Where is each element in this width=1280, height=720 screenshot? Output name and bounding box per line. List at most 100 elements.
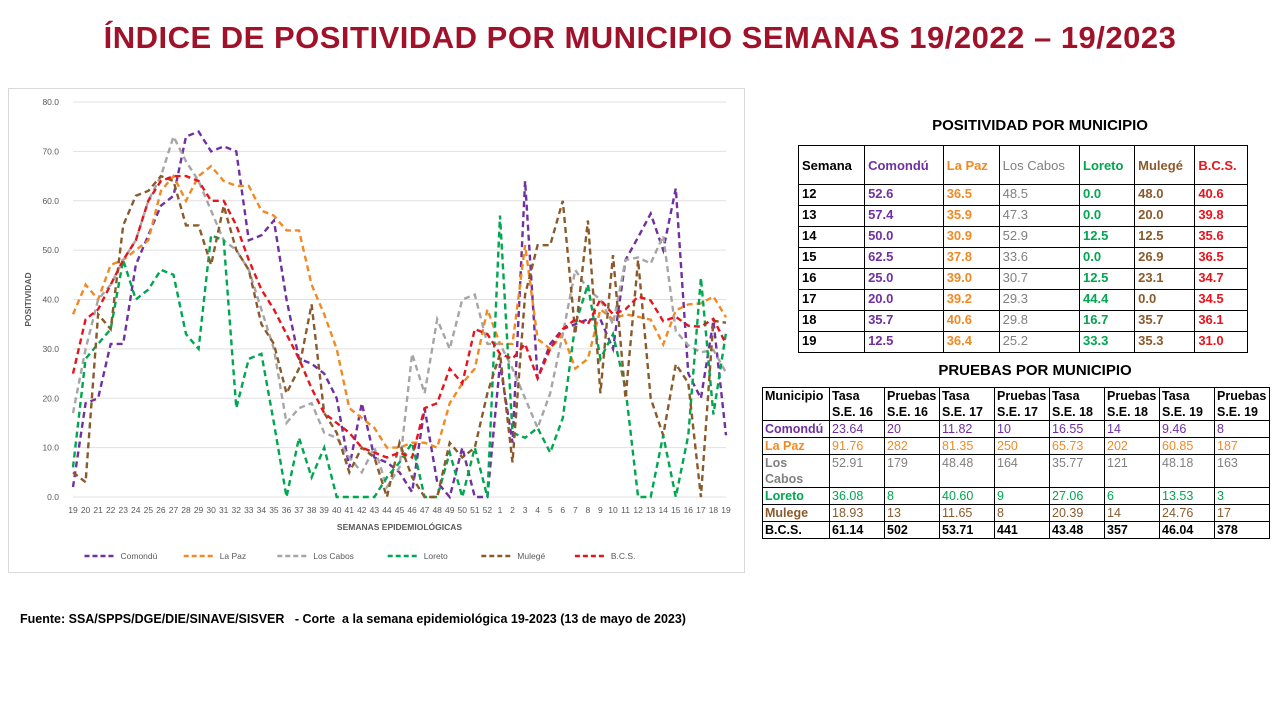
y-tick-label: 80.0 <box>42 97 59 107</box>
table-cell: 12.5 <box>864 331 944 353</box>
y-tick-label: 10.0 <box>42 443 59 453</box>
x-tick-label: 42 <box>357 505 367 515</box>
table-cell: 33.3 <box>1079 331 1136 353</box>
table-cell: 502 <box>884 521 940 539</box>
x-tick-label: 12 <box>633 505 643 515</box>
table-cell: 8 <box>884 487 940 505</box>
x-tick-label: 31 <box>219 505 229 515</box>
table-title: POSITIVIDAD POR MUNICIPIO <box>932 117 1148 134</box>
table-cell: 35.3 <box>1134 331 1196 353</box>
legend-label: Mulegé <box>517 551 545 561</box>
table-cell: Los Cabos <box>762 454 830 488</box>
table-cell: 8 <box>1214 420 1270 438</box>
x-tick-label: 9 <box>598 505 603 515</box>
table-cell: 40.6 <box>1194 184 1248 206</box>
table-cell: 20.0 <box>864 289 944 311</box>
table-cell: 52.6 <box>864 184 944 206</box>
table-cell: 12.5 <box>1079 226 1136 248</box>
table-cell: 44.4 <box>1079 289 1136 311</box>
table-cell: Tasa S.E. 18 <box>1049 387 1105 421</box>
table-cell: 43.48 <box>1049 521 1105 539</box>
table-cell: 6 <box>1104 487 1160 505</box>
x-tick-label: 11 <box>621 505 630 515</box>
table-row: 19 12.5 36.4 25.2 33.3 35.3 31.0 <box>797 331 1248 353</box>
legend-label: Los Cabos <box>313 551 354 561</box>
table-row: 15 62.5 37.8 33.6 0.0 26.9 36.5 <box>797 247 1248 269</box>
table-cell: Tasa S.E. 17 <box>939 387 995 421</box>
series-line <box>71 174 728 460</box>
table-cell: 23.64 <box>829 420 885 438</box>
table-row: 16 25.0 39.0 30.7 12.5 23.1 34.7 <box>797 268 1248 290</box>
table-cell: 14 <box>1104 420 1160 438</box>
positivity-table: Semana Comondú La Paz Los Cabos Loreto Mulegé… <box>797 145 1248 353</box>
table-cell: 62.5 <box>864 247 944 269</box>
table-cell: 35.7 <box>864 310 944 332</box>
series-line <box>71 215 728 502</box>
table-cell: 37.8 <box>942 247 1000 269</box>
table-cell: 441 <box>994 521 1050 539</box>
y-tick-label: 0.0 <box>47 492 59 502</box>
table-cell: La Paz <box>762 437 830 455</box>
x-tick-label: 24 <box>131 505 141 515</box>
x-tick-label: 43 <box>370 505 380 515</box>
table-cell: 39.0 <box>942 268 1000 290</box>
table-cell: Pruebas S.E. 19 <box>1214 387 1270 421</box>
x-axis-title: SEMANAS EPIDEMIOLÓGICAS <box>337 521 462 532</box>
table-cell: 47.3 <box>998 205 1081 227</box>
table-cell: 282 <box>884 437 940 455</box>
table-cell: 0.0 <box>1079 184 1136 206</box>
legend-label: La Paz <box>220 551 246 561</box>
x-tick-label: 18 <box>709 505 719 515</box>
table-cell: 8 <box>994 504 1050 522</box>
x-tick-label: 48 <box>432 505 442 515</box>
chart: 0.010.020.030.040.050.060.070.080.019 20 2… <box>8 88 745 573</box>
table-cell: 48.5 <box>998 184 1081 206</box>
x-tick-label: 52 <box>483 505 493 515</box>
table-cell: 26.9 <box>1134 247 1196 269</box>
y-tick-label: 30.0 <box>42 344 59 354</box>
table-cell: 0.0 <box>1079 205 1136 227</box>
table-cell: 61.14 <box>829 521 885 539</box>
table-cell: 11.65 <box>939 504 995 522</box>
x-tick-label: 7 <box>573 505 578 515</box>
legend-label: Loreto <box>424 551 448 561</box>
table-cell: Municipio <box>762 387 830 421</box>
table-cell: 91.76 <box>829 437 885 455</box>
y-tick-label: 60.0 <box>42 196 59 206</box>
table-cell: 24.76 <box>1159 504 1215 522</box>
table-row: Mulege 18.93 13 11.65 8 20.39 14 24.76 17 <box>762 504 1270 522</box>
table-cell: 23.1 <box>1134 268 1196 290</box>
table-cell: 13.53 <box>1159 487 1215 505</box>
table-cell: 250 <box>994 437 1050 455</box>
table-cell: 30.9 <box>942 226 1000 248</box>
table-cell: 50.0 <box>864 226 944 248</box>
source-note: Fuente: SSA/SPPS/DGE/DIE/SINAVE/SISVER -… <box>20 612 686 626</box>
table-cell: 17 <box>1214 504 1270 522</box>
x-tick-label: 34 <box>257 505 267 515</box>
x-tick-label: 8 <box>585 505 590 515</box>
x-tick-label: 47 <box>420 505 430 515</box>
table-row: Loreto 36.08 8 40.60 9 27.06 6 13.53 3 <box>762 487 1270 505</box>
table-cell: 36.5 <box>942 184 1000 206</box>
table-cell: 52.9 <box>998 226 1081 248</box>
table-cell: 33.6 <box>998 247 1081 269</box>
y-tick-label: 20.0 <box>42 393 59 403</box>
x-tick-label: 30 <box>206 505 216 515</box>
x-tick-label: 32 <box>232 505 242 515</box>
table-cell: 30.7 <box>998 268 1081 290</box>
table-cell: 57.4 <box>864 205 944 227</box>
y-tick-label: 40.0 <box>42 295 59 305</box>
x-tick-label: 19 <box>68 505 78 515</box>
table-cell: 29.3 <box>998 289 1081 311</box>
y-tick-label: 70.0 <box>42 146 59 156</box>
table-cell: 9 <box>994 487 1050 505</box>
x-tick-label: 19 <box>721 505 731 515</box>
x-tick-label: 10 <box>608 505 618 515</box>
table-cell: 34.5 <box>1194 289 1248 311</box>
slide-title: ÍNDICE DE POSITIVIDAD POR MUNICIPIO SEMA… <box>103 20 1177 55</box>
x-tick-label: 21 <box>93 505 103 515</box>
table-cell: Tasa S.E. 16 <box>829 387 885 421</box>
table-cell: 16 <box>797 268 866 290</box>
x-tick-label: 1 <box>498 505 503 515</box>
table-cell: 357 <box>1104 521 1160 539</box>
